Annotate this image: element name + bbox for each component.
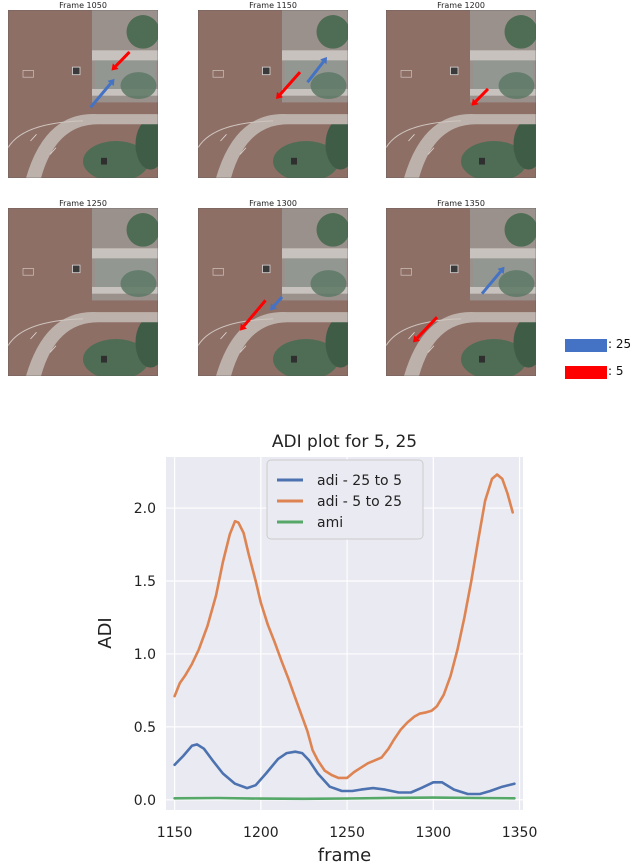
frame-thumbnail: Frame 1350 [386,199,544,382]
y-tick-label: 2.0 [134,501,156,517]
y-tick-label: 0.0 [134,793,156,809]
frame-thumbnail: Frame 1250 [8,199,166,382]
aerial-image [198,208,348,376]
aerial-image [386,10,536,178]
y-tick-label: 1.5 [134,574,156,590]
x-tick-label: 1250 [329,825,365,841]
frame-title: Frame 1350 [437,199,485,208]
aerial-image [8,208,158,376]
x-tick-label: 1350 [502,825,538,841]
legend-label-1: adi - 5 to 25 [317,494,402,510]
y-axis-label: ADI [95,617,116,648]
legend-label-2: ami [317,515,343,531]
frame-title: Frame 1150 [249,1,297,10]
frame-thumbnail: Frame 1050 [8,1,166,184]
aerial-image [8,10,158,178]
x-tick-label: 1150 [157,825,193,841]
y-tick-label: 1.0 [134,647,156,663]
frame-thumbnail: Frame 1200 [386,1,544,184]
legend-label-0: adi - 25 to 5 [317,473,402,489]
frame-title: Frame 1250 [59,199,107,208]
aerial-image [198,10,348,178]
legend-swatch-25 [565,339,607,352]
frame-title: Frame 1300 [249,199,297,208]
legend-label-25: : 25 [608,337,632,351]
axis-ticks: 1150 1200 1250 1300 1350 0.0 0.5 1.0 1.5 2.0 [134,501,538,841]
x-tick-label: 1200 [243,825,279,841]
chart-title: ADI plot for 5, 25 [272,432,417,452]
legend-label-5: : 5 [608,364,624,378]
legend-swatch-5 [565,366,607,379]
chart-legend-box [266,459,424,540]
frame-thumbnail: Frame 1150 [198,1,356,184]
frame-title: Frame 1200 [437,1,485,10]
series-line-2 [173,796,516,801]
series-line-1 [173,473,515,780]
frame-thumbnail: Frame 1300 [198,199,356,382]
aerial-image [386,208,536,376]
x-tick-label: 1300 [415,825,451,841]
x-axis-label: frame [318,845,371,866]
y-tick-label: 0.5 [134,720,156,736]
chart-legend: adi - 25 to 5 adi - 5 to 25 ami [266,459,424,540]
series-lines [173,473,516,801]
frame-title: Frame 1050 [59,1,107,10]
series-line-0 [173,743,516,796]
